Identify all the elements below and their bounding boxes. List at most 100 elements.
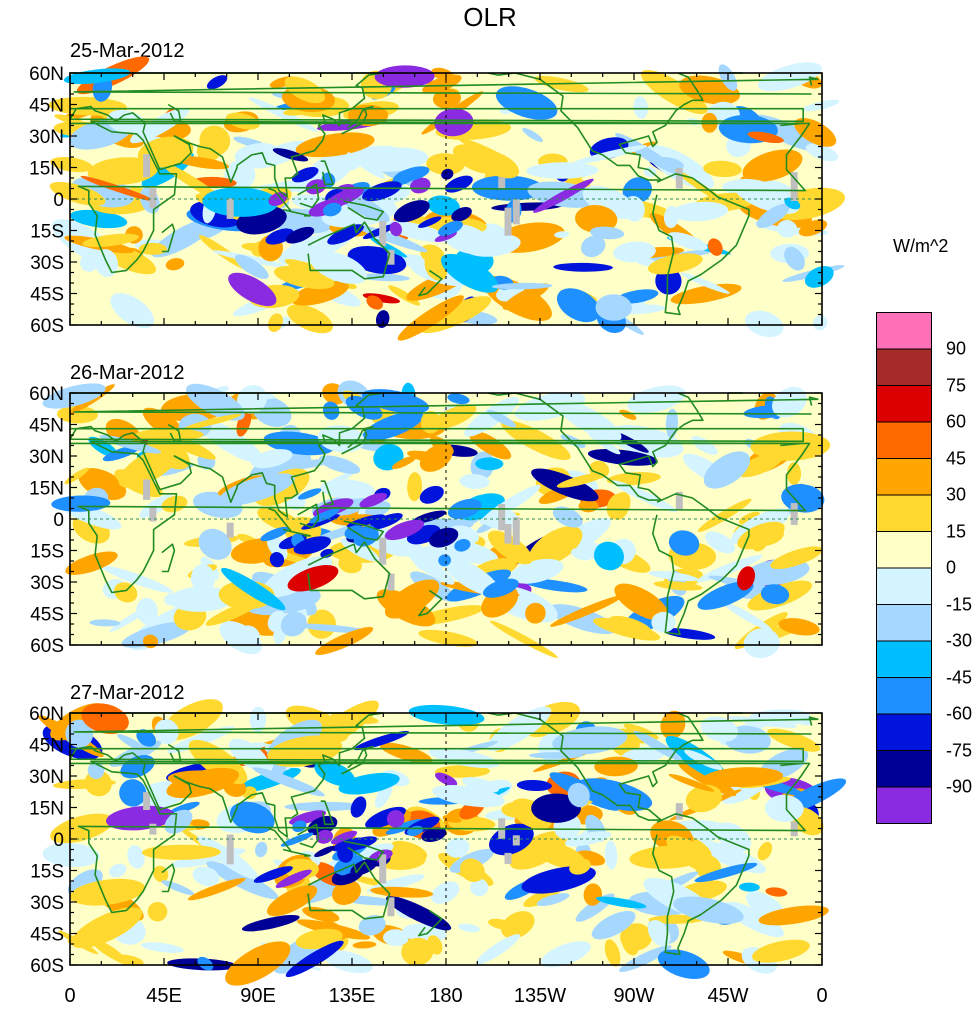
olr-contour-blob (141, 844, 221, 860)
colorbar-swatch (876, 750, 932, 788)
olr-contour-blob (228, 272, 277, 307)
missing-data-cell (387, 249, 395, 265)
olr-convective-blob (438, 220, 463, 236)
coastline (167, 423, 182, 443)
coastline (417, 589, 443, 617)
olr-convective-blob (280, 832, 314, 847)
x-tick-label: 135E (328, 985, 376, 1007)
coastline (320, 800, 335, 826)
y-tick-label: 0 (53, 510, 64, 531)
olr-contour-blob (353, 731, 410, 751)
olr-contour-blob (574, 778, 653, 811)
map-panel-2: 60N 45N 30N 15N 0 15S 30S 45S 60S (29, 380, 831, 659)
colorbar-label: 75 (946, 375, 967, 395)
missing-data-cell (504, 524, 512, 544)
olr-contour-blob (743, 628, 780, 659)
olr-convective-blob (309, 508, 340, 524)
missing-data-cell (143, 479, 151, 500)
missing-data-cell (675, 168, 683, 189)
olr-contour-blob (694, 862, 758, 883)
olr-contour-blob (151, 217, 216, 258)
olr-contour-blob (127, 845, 145, 869)
olr-contour-blob (589, 226, 625, 240)
olr-contour-blob (284, 76, 326, 104)
olr-contour-blob (332, 880, 361, 905)
missing-data-cell (149, 823, 157, 835)
colorbar-label: 30 (946, 484, 967, 505)
olr-contour-blob (633, 730, 683, 762)
olr-contour-blob (134, 428, 204, 442)
olr-contour-blob (440, 253, 499, 293)
olr-contour-blob (750, 431, 831, 461)
olr-contour-blob (526, 162, 599, 179)
olr-convective-blob (386, 810, 405, 828)
olr-convective-blob (438, 554, 451, 567)
y-tick-label: 15S (30, 862, 64, 883)
olr-contour-blob (523, 578, 588, 593)
olr-contour-blob (284, 858, 319, 880)
colorbar-swatch (876, 531, 932, 569)
y-tick-label: 0 (53, 830, 64, 851)
y-tick-label: 60N (29, 64, 64, 85)
olr-contour-blob (739, 882, 760, 892)
olr-contour-blob (479, 484, 541, 525)
olr-contour-blob (476, 934, 521, 965)
colorbar-swatch (876, 312, 932, 350)
olr-contour-blob (510, 558, 564, 584)
olr-convective-blob (324, 187, 364, 209)
olr-contour-blob (374, 65, 435, 88)
olr-contour-blob (502, 283, 550, 310)
olr-convective-blob (320, 548, 334, 558)
coastline (417, 909, 443, 937)
missing-data-cell (512, 199, 520, 225)
olr-contour-blob (295, 623, 371, 634)
olr-contour-blob (522, 128, 543, 142)
chart-title: OLR (463, 2, 517, 32)
olr-convective-blob (451, 206, 472, 222)
olr-convective-blob (314, 845, 336, 858)
olr-contour-blob (685, 784, 722, 813)
olr-contour-blob (435, 772, 458, 787)
olr-contour-blob (309, 250, 368, 284)
coastline (341, 425, 374, 455)
olr-contour-blob (488, 918, 515, 930)
olr-contour-blob (362, 411, 424, 441)
olr-contour-blob (375, 310, 390, 329)
olr-contour-blob (654, 156, 684, 171)
olr-convective-blob (307, 815, 338, 836)
coastline (651, 493, 750, 636)
olr-contour-blob (813, 315, 828, 331)
coastline (651, 173, 750, 316)
olr-contour-blob (390, 840, 428, 861)
missing-data-cell (379, 854, 387, 884)
olr-contour-blob (366, 295, 383, 310)
olr-contour-blob (575, 205, 618, 233)
olr-convective-blob (260, 526, 289, 542)
coastline (268, 187, 293, 213)
coastline (291, 850, 312, 857)
olr-contour-blob (461, 777, 500, 793)
y-tick-label: 30S (30, 253, 64, 274)
olr-contour-blob (571, 145, 648, 165)
olr-contour-blob (234, 254, 269, 280)
olr-contour-blob (700, 716, 739, 742)
olr-contour-blob (397, 295, 464, 341)
coastline (651, 813, 750, 956)
colorbar-swatch (876, 677, 932, 715)
coastline (320, 480, 335, 506)
olr-contour-blob (752, 939, 810, 963)
coastline (70, 440, 811, 594)
olr-contour-blob (109, 602, 157, 632)
olr-contour-blob (569, 858, 591, 875)
olr-contour-blob (190, 564, 216, 593)
colorbar-swatch (876, 494, 932, 532)
missing-data-cell (512, 835, 520, 846)
olr-contour-blob (640, 69, 708, 115)
olr-contour-blob (738, 511, 760, 525)
x-tick-label: 135W (513, 985, 567, 1007)
colorbar (876, 312, 932, 824)
olr-contour-blob (295, 132, 375, 158)
olr-contour-blob (252, 767, 325, 797)
olr-contour-blob (430, 881, 460, 904)
missing-data-cell (790, 821, 798, 837)
